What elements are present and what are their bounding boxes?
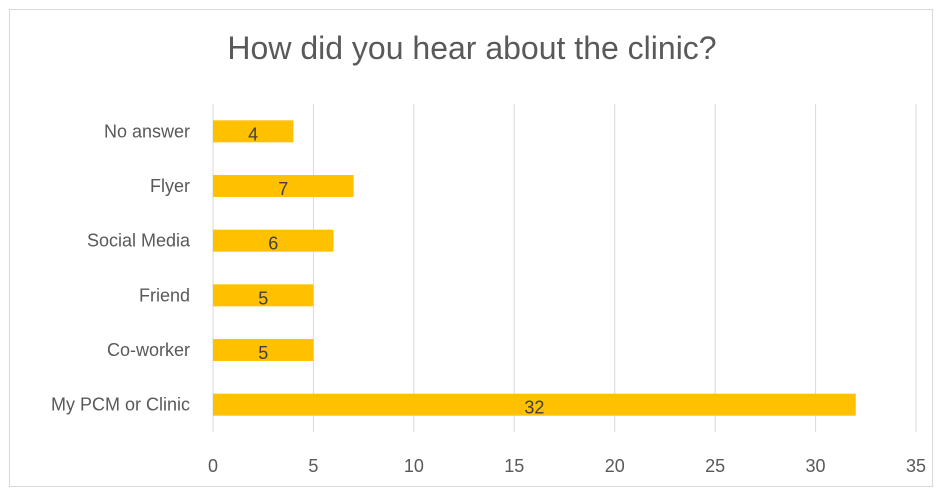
- y-category-label: Friend: [139, 285, 190, 305]
- x-tick-label: 0: [208, 456, 218, 476]
- y-category-label: Flyer: [150, 176, 190, 196]
- bar: [213, 284, 314, 307]
- x-tick-label: 15: [504, 456, 524, 476]
- y-category-label: My PCM or Clinic: [51, 395, 190, 415]
- y-category-label: Co-worker: [107, 340, 190, 360]
- x-tick-label: 25: [705, 456, 725, 476]
- y-category-label: No answer: [104, 121, 190, 141]
- data-label: 5: [258, 343, 268, 363]
- data-label: 7: [278, 179, 288, 199]
- x-tick-label: 35: [906, 456, 926, 476]
- x-tick-label: 5: [308, 456, 318, 476]
- bar: [213, 120, 294, 143]
- bar: [213, 229, 334, 252]
- data-label: 4: [248, 124, 258, 144]
- bar: [213, 339, 314, 361]
- x-tick-label: 20: [605, 456, 625, 476]
- chart-title: How did you hear about the clinic?: [227, 30, 717, 66]
- y-category-label: Social Media: [87, 231, 191, 251]
- x-tick-label: 10: [404, 456, 424, 476]
- bar: [213, 393, 856, 416]
- data-label: 32: [524, 398, 544, 418]
- x-tick-label: 30: [806, 456, 826, 476]
- bar: [213, 175, 354, 197]
- data-label: 6: [268, 234, 278, 254]
- data-label: 5: [258, 288, 268, 308]
